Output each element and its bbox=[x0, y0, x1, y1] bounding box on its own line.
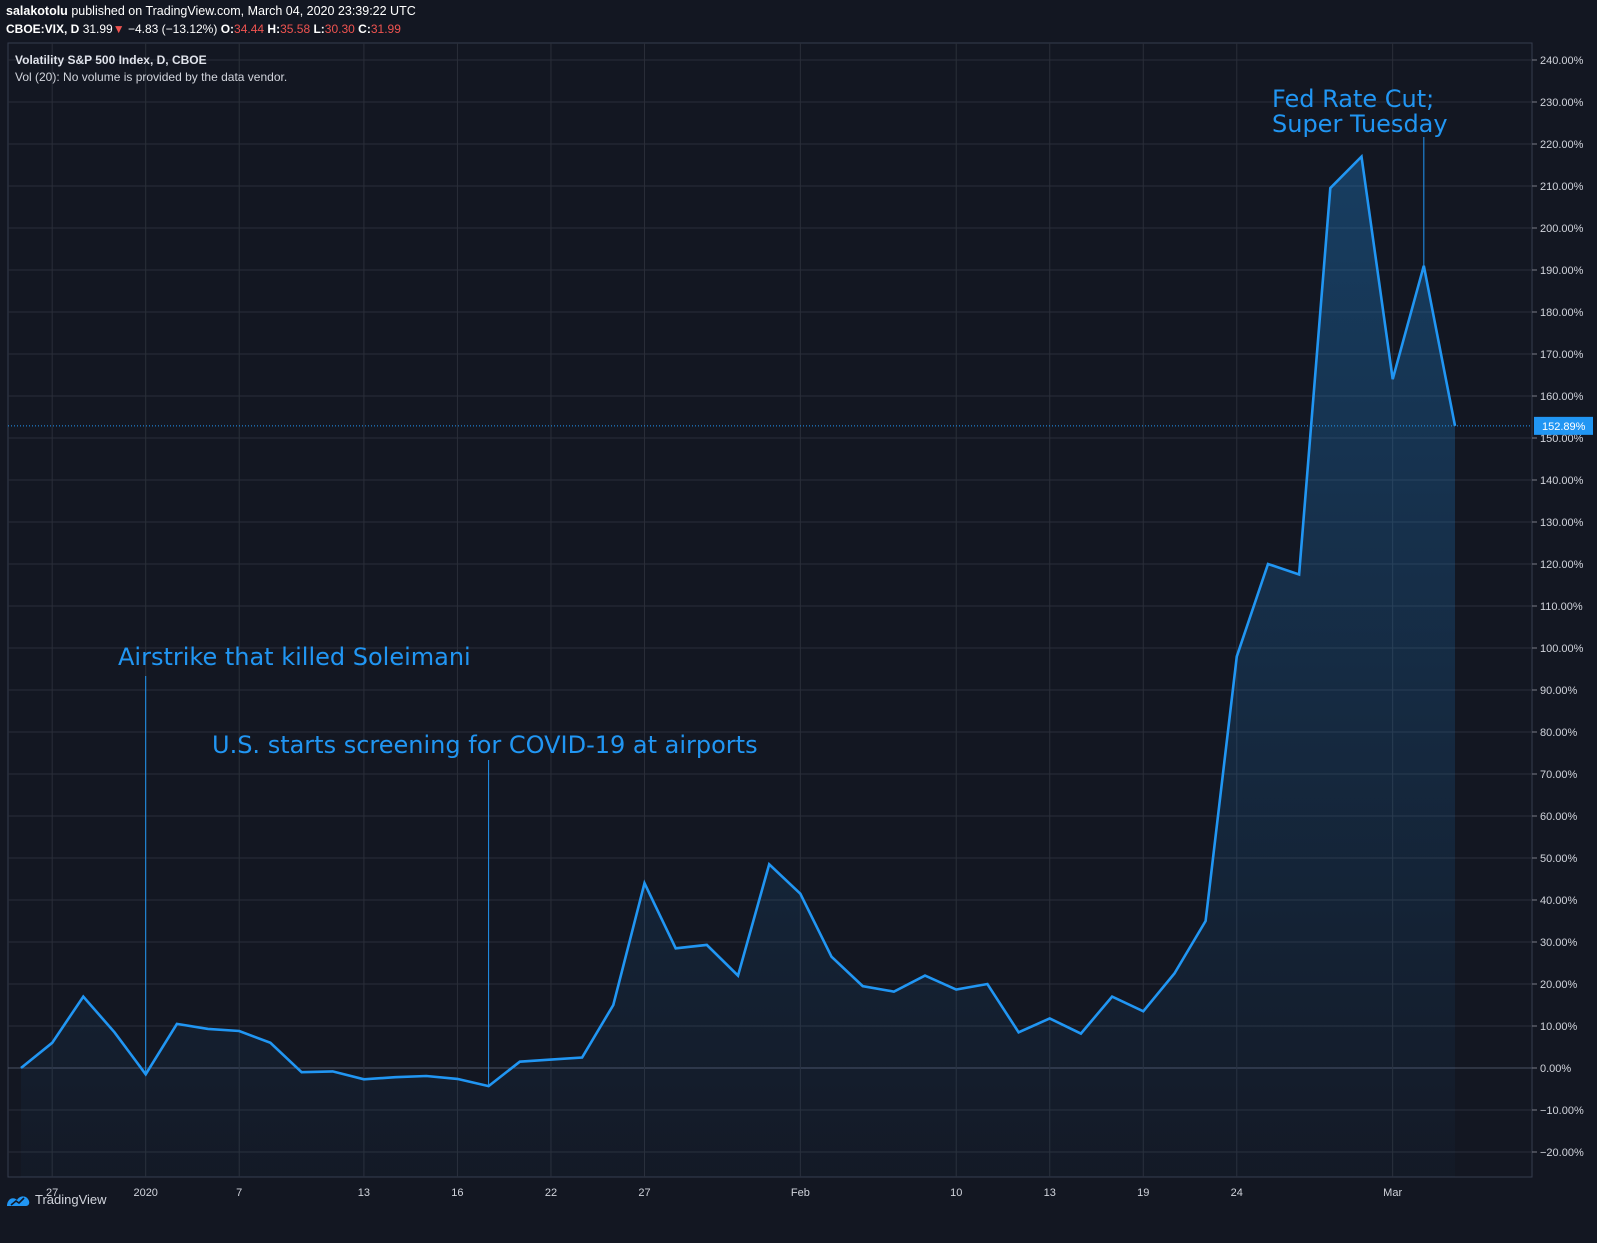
y-tick-label: 230.00% bbox=[1540, 97, 1584, 109]
close-label: C: bbox=[358, 22, 371, 36]
price-change: −4.83 (−13.12%) bbox=[127, 22, 218, 36]
y-tick-label: 40.00% bbox=[1540, 895, 1578, 907]
x-tick-label: 13 bbox=[1044, 1187, 1056, 1199]
high-label: H: bbox=[267, 22, 281, 36]
annotation-fed-line-2: Super Tuesday bbox=[1272, 110, 1448, 138]
y-tick-label: 240.00% bbox=[1540, 55, 1584, 67]
y-tick-label: −20.00% bbox=[1540, 1147, 1584, 1159]
series-line bbox=[20, 153, 1457, 1088]
series-layer bbox=[8, 153, 1532, 1178]
annotation-airstrike[interactable]: Airstrike that killed Soleimani bbox=[118, 643, 471, 671]
y-tick-label: 70.00% bbox=[1540, 769, 1578, 781]
legend-volume-note: Vol (20): No volume is provided by the d… bbox=[15, 70, 288, 84]
author-name[interactable]: salakotolu bbox=[6, 4, 68, 18]
y-tick-label: 20.00% bbox=[1540, 979, 1578, 991]
y-tick-label: 100.00% bbox=[1540, 643, 1584, 655]
x-tick-label: 16 bbox=[451, 1187, 463, 1199]
published-text: published on TradingView.com, March 04, … bbox=[71, 4, 416, 18]
y-tick-label: 30.00% bbox=[1540, 937, 1578, 949]
symbol-line: CBOE:VIX, D 31.99▼ −4.83 (−13.12%) O:34.… bbox=[6, 22, 401, 36]
last-value-label: 152.89% bbox=[1542, 421, 1586, 433]
y-tick-label: 160.00% bbox=[1540, 391, 1584, 403]
series-area-fill bbox=[21, 156, 1455, 1178]
tradingview-brand-text: TradingView bbox=[35, 1192, 107, 1207]
x-axis[interactable]: 27 2020 7 13 16 22 27 Feb 10 13 19 24 Mar bbox=[46, 1187, 1402, 1199]
y-tick-label: 220.00% bbox=[1540, 139, 1584, 151]
x-tick-label: 27 bbox=[638, 1187, 650, 1199]
y-tick-label: −10.00% bbox=[1540, 1105, 1584, 1117]
x-tick-label: 2020 bbox=[133, 1187, 157, 1199]
y-tick-label: 50.00% bbox=[1540, 853, 1578, 865]
open-value: 34.44 bbox=[234, 22, 265, 36]
high-value: 35.58 bbox=[280, 22, 311, 36]
last-price: 31.99 bbox=[82, 22, 113, 36]
x-tick-label: Mar bbox=[1383, 1187, 1402, 1199]
close-value: 31.99 bbox=[370, 22, 401, 36]
y-tick-label: 130.00% bbox=[1540, 517, 1584, 529]
tradingview-brand[interactable]: TradingView bbox=[6, 1192, 107, 1207]
low-value: 30.30 bbox=[324, 22, 355, 36]
down-arrow-icon: ▼ bbox=[112, 22, 125, 36]
annotation-lines bbox=[145, 137, 1425, 1087]
x-tick-label: 27 bbox=[46, 1187, 58, 1199]
x-tick-label: 19 bbox=[1137, 1187, 1149, 1199]
publish-info: salakotolu published on TradingView.com,… bbox=[6, 4, 416, 18]
x-tick-label: 24 bbox=[1231, 1187, 1243, 1199]
x-tick-label: 22 bbox=[545, 1187, 557, 1199]
last-value-badge bbox=[1534, 416, 1593, 435]
x-tick-label: 7 bbox=[236, 1187, 242, 1199]
y-tick-label: 120.00% bbox=[1540, 559, 1584, 571]
tradingview-logo-icon bbox=[7, 1195, 30, 1206]
y-tick-label: 210.00% bbox=[1540, 181, 1584, 193]
y-tick-label: 0.00% bbox=[1540, 1063, 1571, 1075]
legend-title[interactable]: Volatility S&P 500 Index, D, CBOE bbox=[15, 53, 207, 67]
annotation-fed-rate-cut[interactable]: Fed Rate Cut; Super Tuesday bbox=[1272, 87, 1448, 137]
y-tick-label: 200.00% bbox=[1540, 223, 1584, 235]
open-label: O: bbox=[220, 22, 235, 36]
x-tick-label: Feb bbox=[791, 1187, 810, 1199]
y-axis[interactable]: 240.00% 230.00% 220.00% 210.00% 200.00% 190.0… bbox=[1532, 55, 1593, 1159]
annotation-covid-screening[interactable]: U.S. starts screening for COVID-19 at ai… bbox=[212, 731, 758, 759]
y-tick-label: 170.00% bbox=[1540, 349, 1584, 361]
x-tick-label: 13 bbox=[358, 1187, 370, 1199]
y-tick-label: 110.00% bbox=[1540, 601, 1583, 613]
y-tick-label: 150.00% bbox=[1540, 433, 1584, 445]
symbol-name: CBOE:VIX, D bbox=[6, 22, 80, 36]
y-tick-label: 10.00% bbox=[1540, 1021, 1578, 1033]
y-tick-label: 60.00% bbox=[1540, 811, 1578, 823]
low-label: L: bbox=[313, 22, 325, 36]
y-tick-label: 90.00% bbox=[1540, 685, 1578, 697]
y-tick-label: 190.00% bbox=[1540, 265, 1584, 277]
annotation-fed-line-1: Fed Rate Cut; bbox=[1272, 85, 1435, 113]
y-tick-label: 140.00% bbox=[1540, 475, 1584, 487]
y-tick-label: 180.00% bbox=[1540, 307, 1584, 319]
x-tick-label: 10 bbox=[950, 1187, 962, 1199]
y-tick-label: 80.00% bbox=[1540, 727, 1578, 739]
